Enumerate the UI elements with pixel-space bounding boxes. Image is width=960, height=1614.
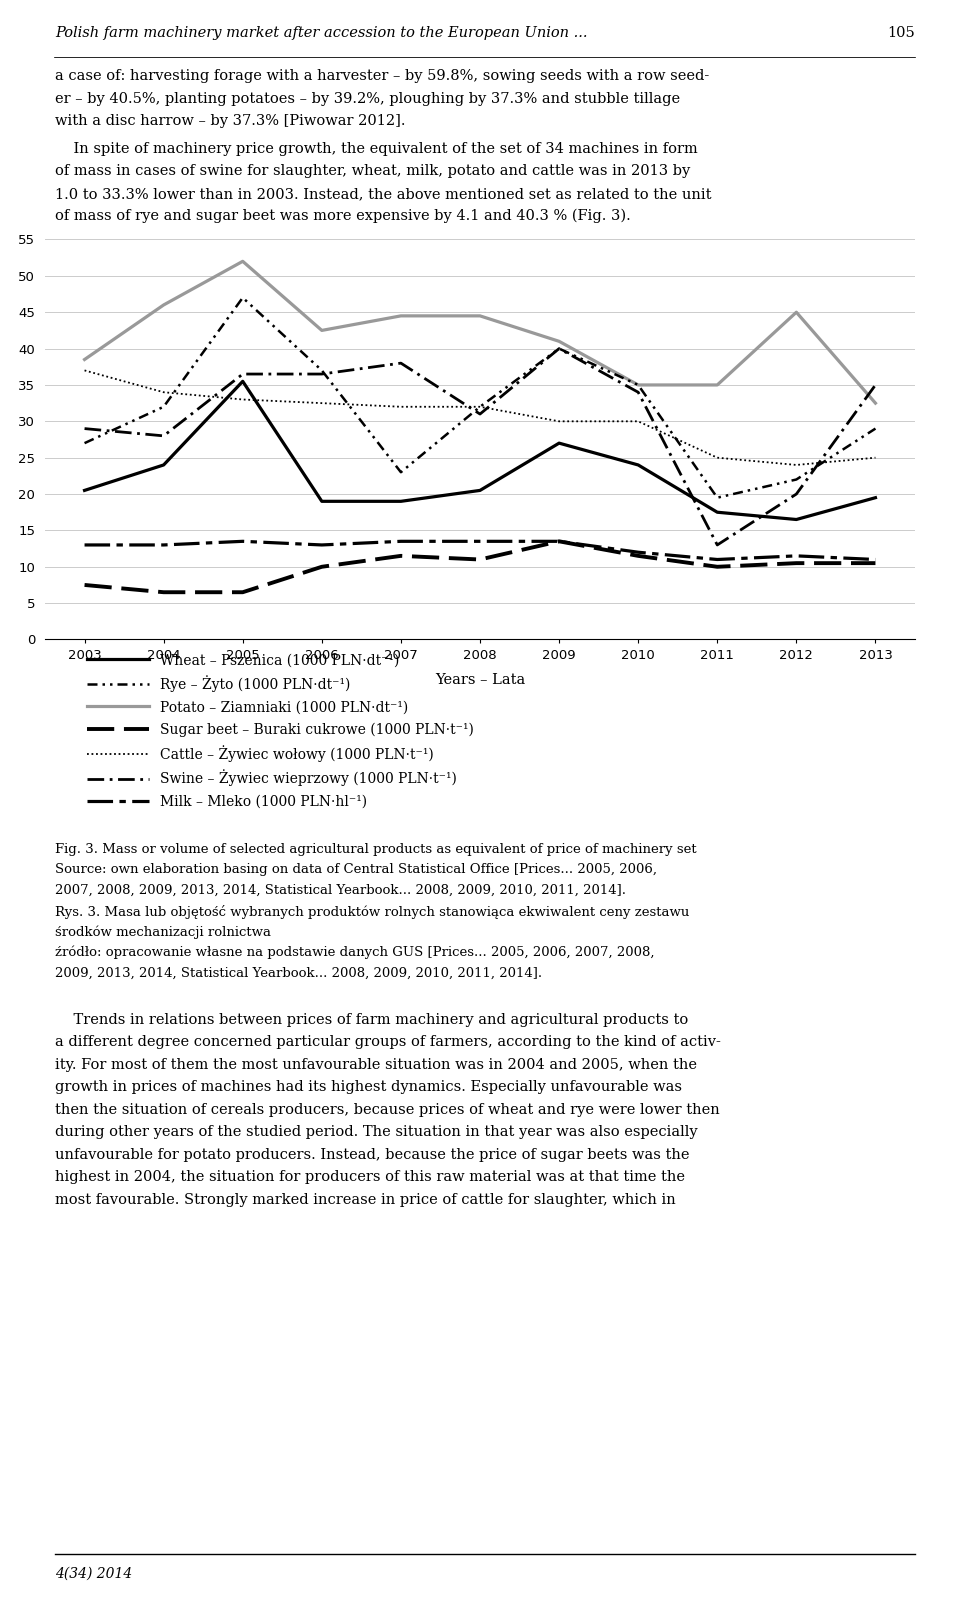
X-axis label: Years – Lata: Years – Lata: [435, 673, 525, 686]
Text: ity. For most of them the most unfavourable situation was in 2004 and 2005, when: ity. For most of them the most unfavoura…: [55, 1057, 697, 1072]
Text: Polish farm machinery market after accession to the European Union ...: Polish farm machinery market after acces…: [55, 26, 588, 40]
Text: 2009, 2013, 2014, Statistical Yearbook... 2008, 2009, 2010, 2011, 2014].: 2009, 2013, 2014, Statistical Yearbook..…: [55, 967, 542, 980]
Legend: Wheat – Pszenica (1000 PLN·dt⁻¹), Rye – Żyto (1000 PLN·dt⁻¹), Potato – Ziamniaki: Wheat – Pszenica (1000 PLN·dt⁻¹), Rye – …: [82, 647, 480, 813]
Text: of mass in cases of swine for slaughter, wheat, milk, potato and cattle was in 2: of mass in cases of swine for slaughter,…: [55, 165, 690, 179]
Text: środków mechanizacji rolnictwa: środków mechanizacji rolnictwa: [55, 926, 271, 939]
Text: 4(34) 2014: 4(34) 2014: [55, 1567, 132, 1580]
Text: highest in 2004, the situation for producers of this raw material was at that ti: highest in 2004, the situation for produ…: [55, 1170, 685, 1185]
Text: a case of: harvesting forage with a harvester – by 59.8%, sowing seeds with a ro: a case of: harvesting forage with a harv…: [55, 69, 709, 84]
Text: unfavourable for potato producers. Instead, because the price of sugar beets was: unfavourable for potato producers. Inste…: [55, 1148, 689, 1162]
Text: źródło: opracowanie własne na podstawie danych GUS [Prices... 2005, 2006, 2007, : źródło: opracowanie własne na podstawie …: [55, 946, 655, 959]
Text: Fig. 3. Mass or volume of selected agricultural products as equivalent of price : Fig. 3. Mass or volume of selected agric…: [55, 844, 697, 857]
Text: during other years of the studied period. The situation in that year was also es: during other years of the studied period…: [55, 1125, 698, 1139]
Text: a different degree concerned particular groups of farmers, according to the kind: a different degree concerned particular …: [55, 1035, 721, 1049]
Text: growth in prices of machines had its highest dynamics. Especially unfavourable w: growth in prices of machines had its hig…: [55, 1080, 682, 1094]
Text: 105: 105: [887, 26, 915, 40]
Text: Trends in relations between prices of farm machinery and agricultural products t: Trends in relations between prices of fa…: [55, 1014, 688, 1027]
Text: with a disc harrow – by 37.3% [Piwowar 2012].: with a disc harrow – by 37.3% [Piwowar 2…: [55, 115, 405, 129]
Text: 2007, 2008, 2009, 2013, 2014, Statistical Yearbook... 2008, 2009, 2010, 2011, 20: 2007, 2008, 2009, 2013, 2014, Statistica…: [55, 883, 626, 896]
Text: of mass of rye and sugar beet was more expensive by 4.1 and 40.3 % (Fig. 3).: of mass of rye and sugar beet was more e…: [55, 208, 631, 223]
Text: Rys. 3. Masa lub objętość wybranych produktów rolnych stanowiąca ekwiwalent ceny: Rys. 3. Masa lub objętość wybranych prod…: [55, 905, 689, 920]
Text: In spite of machinery price growth, the equivalent of the set of 34 machines in : In spite of machinery price growth, the …: [55, 142, 698, 157]
Text: Source: own elaboration basing on data of Central Statistical Office [Prices... : Source: own elaboration basing on data o…: [55, 863, 657, 876]
Text: er – by 40.5%, planting potatoes – by 39.2%, ploughing by 37.3% and stubble till: er – by 40.5%, planting potatoes – by 39…: [55, 92, 680, 107]
Text: 1.0 to 33.3% lower than in 2003. Instead, the above mentioned set as related to : 1.0 to 33.3% lower than in 2003. Instead…: [55, 187, 711, 200]
Text: then the situation of cereals producers, because prices of wheat and rye were lo: then the situation of cereals producers,…: [55, 1102, 720, 1117]
Text: most favourable. Strongly marked increase in price of cattle for slaughter, whic: most favourable. Strongly marked increas…: [55, 1193, 676, 1207]
